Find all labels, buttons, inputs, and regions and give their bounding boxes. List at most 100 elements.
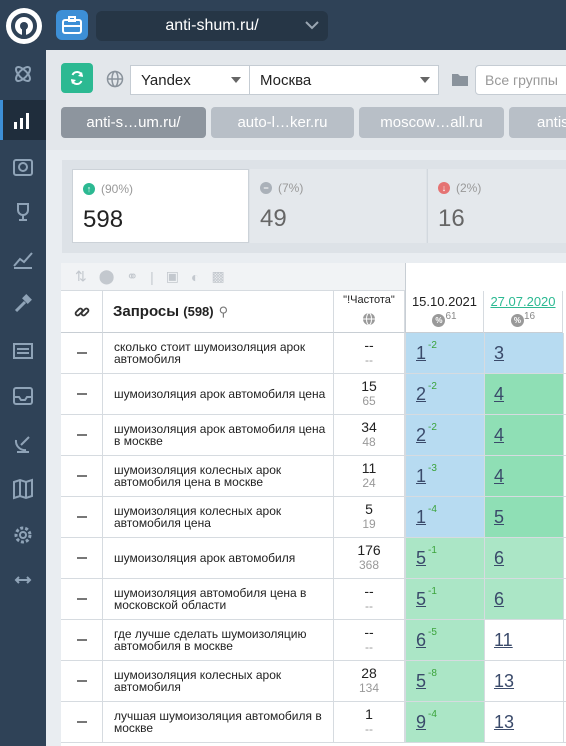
position-cell-date2[interactable]: 13 — [485, 661, 564, 701]
position-cell-date2[interactable]: 5 — [485, 497, 564, 537]
nav-settings[interactable] — [0, 515, 46, 555]
position-cell-date1[interactable]: 5 -1 — [406, 538, 485, 578]
row-menu-button[interactable] — [61, 620, 103, 660]
position-value[interactable]: 5 — [416, 670, 427, 691]
position-value[interactable]: 9 — [416, 711, 427, 732]
region-select[interactable]: Москва — [249, 65, 439, 95]
position-value[interactable]: 1 — [416, 465, 427, 486]
app-logo[interactable] — [6, 8, 42, 44]
row-menu-button[interactable] — [61, 661, 103, 701]
date2-label[interactable]: 27.07.2020 — [490, 294, 556, 309]
nav-inbox[interactable] — [0, 376, 46, 416]
row-menu-button[interactable] — [61, 333, 103, 373]
position-cell-date1[interactable]: 2 -2 — [406, 374, 485, 414]
queries-column-header[interactable]: Запросы (598) ⚲ — [103, 291, 334, 333]
position-value[interactable]: 6 — [494, 588, 505, 609]
position-value[interactable]: 13 — [494, 670, 515, 691]
position-cell-date1[interactable]: 5 -8 — [406, 661, 485, 701]
position-value[interactable]: 11 — [494, 629, 513, 650]
position-cell-date2[interactable]: 13 — [485, 702, 564, 742]
dash-icon — [76, 721, 87, 723]
position-value[interactable]: 5 — [494, 506, 505, 527]
position-value[interactable]: 1 — [416, 342, 427, 363]
tab-site-4[interactable]: antis — [509, 107, 566, 138]
image-report-icon — [13, 343, 33, 359]
position-value[interactable]: 5 — [416, 547, 427, 568]
link-icon[interactable]: ⚭ — [126, 268, 139, 284]
column-gap — [405, 415, 406, 455]
font-icon[interactable]: ▩ — [211, 268, 225, 284]
position-cell-date1[interactable]: 9 -4 — [406, 702, 485, 742]
window-icon[interactable]: ▣ — [165, 268, 180, 284]
nav-positions[interactable] — [0, 100, 46, 140]
position-cell-date1[interactable]: 1 -4 — [406, 497, 485, 537]
projects-button[interactable] — [56, 10, 88, 40]
column-gap — [405, 374, 406, 414]
frequency-secondary: -- — [365, 640, 373, 654]
position-value[interactable]: 6 — [494, 547, 505, 568]
summary-card-same[interactable]: − (7%) 49 — [250, 169, 426, 243]
position-cell-date2[interactable]: 11 — [485, 620, 564, 660]
query-text: шумоизоляция колесных арок автомобиля це… — [103, 497, 334, 537]
site-selector[interactable]: anti-shum.ru/ — [96, 11, 328, 41]
position-cell-date1[interactable]: 1 -2 — [406, 333, 485, 373]
frequency-secondary: 368 — [358, 558, 380, 572]
tab-site-2[interactable]: auto-l…ker.ru — [211, 107, 354, 138]
position-cell-date2[interactable]: 4 — [485, 415, 564, 455]
search-engine-select[interactable]: Yandex — [130, 65, 250, 95]
nav-competitors[interactable] — [0, 192, 46, 232]
position-value[interactable]: 13 — [494, 711, 515, 732]
position-cell-date1[interactable]: 6 -5 — [406, 620, 485, 660]
position-value[interactable]: 2 — [416, 424, 427, 445]
date2-column-header[interactable]: 27.07.2020 % 16 — [484, 291, 563, 333]
refresh-button[interactable] — [61, 63, 93, 93]
position-value[interactable]: 3 — [494, 342, 505, 363]
position-value[interactable]: 4 — [494, 465, 505, 486]
column-gap — [405, 702, 406, 742]
search-icon[interactable]: ⚲ — [218, 303, 229, 319]
dash-icon — [76, 557, 87, 559]
tab-site-1[interactable]: anti-s…um.ru/ — [61, 107, 206, 138]
tab-site-3[interactable]: moscow…all.ru — [359, 107, 504, 138]
query-label: шумоизоляция арок автомобиля цена — [114, 387, 326, 401]
position-value[interactable]: 2 — [416, 383, 427, 404]
contrast-icon[interactable]: ◐ — [191, 268, 200, 285]
query-label: шумоизоляция колесных арок автомобиля це… — [114, 463, 282, 489]
toggle-icon[interactable]: ⬤ — [98, 268, 115, 284]
nav-map[interactable] — [0, 469, 46, 509]
summary-card-down[interactable]: ↓ (2%) 16 — [427, 169, 566, 243]
position-value[interactable]: 4 — [494, 383, 505, 404]
sort-icon[interactable]: ⇅ — [75, 268, 87, 284]
nav-reports[interactable] — [0, 331, 46, 371]
row-menu-button[interactable] — [61, 579, 103, 619]
position-value[interactable]: 6 — [416, 629, 427, 650]
row-menu-button[interactable] — [61, 538, 103, 578]
position-cell-date1[interactable]: 1 -3 — [406, 456, 485, 496]
nav-dashboard[interactable] — [0, 54, 46, 94]
row-menu-button[interactable] — [61, 374, 103, 414]
nav-monitoring[interactable] — [0, 423, 46, 463]
position-cell-date1[interactable]: 5 -1 — [406, 579, 485, 619]
row-menu-button[interactable] — [61, 415, 103, 455]
row-menu-button[interactable] — [61, 456, 103, 496]
link-column-header[interactable] — [61, 291, 103, 333]
date1-column-header[interactable]: 15.10.2021 % 61 — [405, 291, 484, 333]
position-cell-date2[interactable]: 4 — [485, 374, 564, 414]
position-value[interactable]: 4 — [494, 424, 505, 445]
nav-tools[interactable] — [0, 284, 46, 324]
nav-analytics[interactable] — [0, 239, 46, 279]
nav-expand[interactable] — [0, 560, 46, 600]
position-cell-date2[interactable]: 6 — [485, 538, 564, 578]
position-cell-date2[interactable]: 4 — [485, 456, 564, 496]
row-menu-button[interactable] — [61, 497, 103, 537]
row-menu-button[interactable] — [61, 702, 103, 742]
nav-screenshots[interactable] — [0, 147, 46, 187]
position-value[interactable]: 5 — [416, 588, 427, 609]
position-cell-date2[interactable]: 6 — [485, 579, 564, 619]
position-cell-date2[interactable]: 3 — [485, 333, 564, 373]
position-value[interactable]: 1 — [416, 506, 427, 527]
position-cell-date1[interactable]: 2 -2 — [406, 415, 485, 455]
summary-card-up[interactable]: ↑ (90%) 598 — [72, 169, 249, 243]
frequency-column-header[interactable]: "!Частота" — [334, 291, 405, 333]
groups-select[interactable]: Все группы — [475, 65, 566, 95]
